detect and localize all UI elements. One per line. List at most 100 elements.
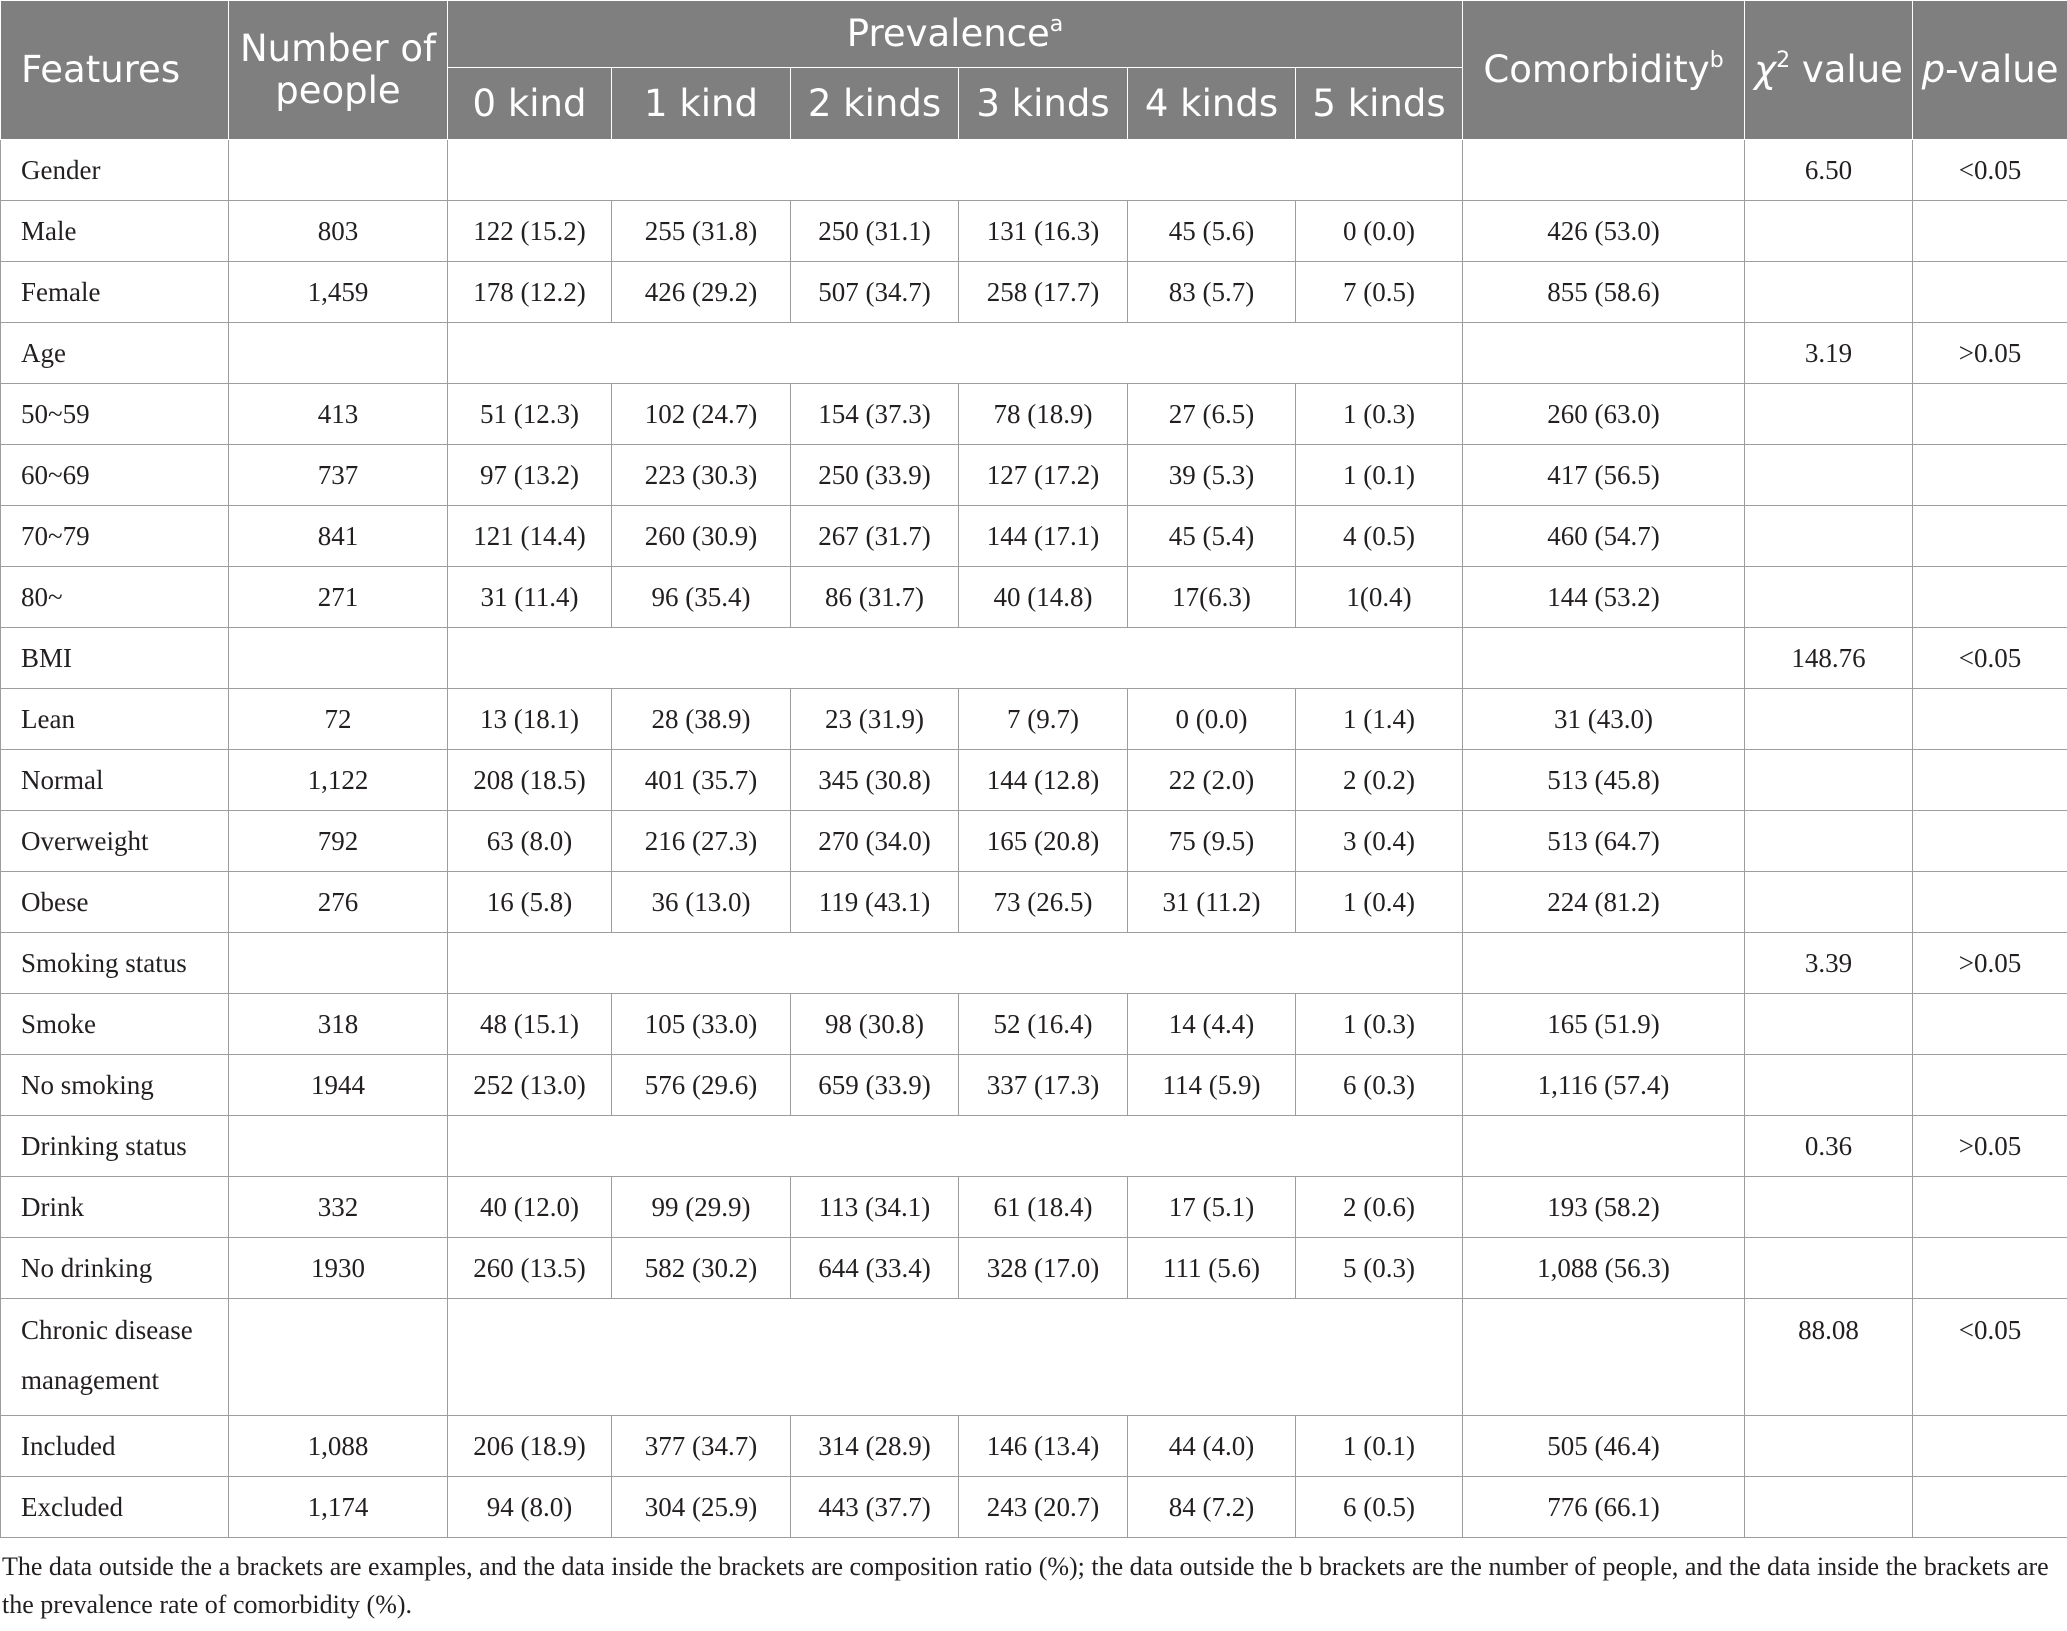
count-cell: 332 xyxy=(228,1176,448,1238)
count-cell: 1,459 xyxy=(228,261,448,323)
empty-cell xyxy=(228,627,448,689)
p-value-cell: <0.05 xyxy=(1912,627,2067,689)
p-value-cell: <0.05 xyxy=(1912,1298,2067,1416)
chi-square-cell xyxy=(1744,1476,1914,1538)
comorbidity-cell: 224 (81.2) xyxy=(1462,871,1746,933)
kind-1-cell: 28 (38.9) xyxy=(611,688,791,750)
feature-cell: Chronic disease management xyxy=(0,1298,229,1416)
kind-4-cell: 84 (7.2) xyxy=(1127,1476,1296,1538)
comorbidity-cell: 513 (64.7) xyxy=(1462,810,1746,872)
kind-0-cell: 48 (15.1) xyxy=(447,993,612,1055)
p-value-cell xyxy=(1912,993,2067,1055)
comorbidity-cell: 1,116 (57.4) xyxy=(1462,1054,1746,1116)
kind-3-cell: 40 (14.8) xyxy=(958,566,1128,628)
kind-3-cell: 127 (17.2) xyxy=(958,444,1128,506)
kind-2-cell: 659 (33.9) xyxy=(790,1054,959,1116)
kind-4-cell: 39 (5.3) xyxy=(1127,444,1296,506)
table-row: Drink 332 40 (12.0) 99 (29.9) 113 (34.1) 61 (… xyxy=(0,1176,2067,1238)
empty-cell xyxy=(1462,627,1746,689)
count-cell: 1,122 xyxy=(228,749,448,811)
kind-1-cell: 216 (27.3) xyxy=(611,810,791,872)
chi-square-cell: 6.50 xyxy=(1744,139,1914,201)
header-kind-3: 3 kinds xyxy=(958,67,1128,140)
kind-4-cell: 83 (5.7) xyxy=(1127,261,1296,323)
kind-2-cell: 507 (34.7) xyxy=(790,261,959,323)
p-value-cell xyxy=(1912,1415,2067,1477)
chi-square-cell xyxy=(1744,688,1914,750)
p-value-cell xyxy=(1912,749,2067,811)
kind-5-cell: 1 (0.3) xyxy=(1294,383,1464,445)
feature-cell: Obese xyxy=(0,871,229,933)
feature-cell: Gender xyxy=(0,139,229,201)
kind-3-cell: 328 (17.0) xyxy=(958,1237,1128,1299)
comorbidity-cell: 776 (66.1) xyxy=(1462,1476,1746,1538)
group-row: Age 3.19 >0.05 xyxy=(0,322,2067,384)
kind-2-cell: 86 (31.7) xyxy=(790,566,959,628)
kind-5-cell: 1 (0.4) xyxy=(1294,871,1464,933)
empty-cell xyxy=(228,1115,448,1177)
header-comorbidity: Comorbidityb xyxy=(1462,0,1746,140)
p-value-cell: >0.05 xyxy=(1912,1115,2067,1177)
table-row: Female 1,459 178 (12.2) 426 (29.2) 507 (34.7… xyxy=(0,261,2067,323)
p-value-cell xyxy=(1912,444,2067,506)
header-number-label: Number of people xyxy=(239,27,437,112)
p-value-label: -value xyxy=(1945,48,2059,91)
kind-0-cell: 121 (14.4) xyxy=(447,505,612,567)
kind-3-cell: 61 (18.4) xyxy=(958,1176,1128,1238)
p-value-cell xyxy=(1912,566,2067,628)
kind-0-cell: 94 (8.0) xyxy=(447,1476,612,1538)
p-value-cell xyxy=(1912,871,2067,933)
feature-cell: Male xyxy=(0,200,229,262)
header-comorbidity-label: Comorbidity xyxy=(1483,48,1710,91)
feature-cell: Smoke xyxy=(0,993,229,1055)
kind-5-cell: 4 (0.5) xyxy=(1294,505,1464,567)
chi-square-cell: 0.36 xyxy=(1744,1115,1914,1177)
p-value-cell xyxy=(1912,1237,2067,1299)
count-cell: 276 xyxy=(228,871,448,933)
chi-value-label: value xyxy=(1790,48,1903,91)
kind-0-cell: 97 (13.2) xyxy=(447,444,612,506)
kind-2-cell: 345 (30.8) xyxy=(790,749,959,811)
kind-5-cell: 1(0.4) xyxy=(1294,566,1464,628)
kind-2-cell: 443 (37.7) xyxy=(790,1476,959,1538)
kind-4-cell: 45 (5.6) xyxy=(1127,200,1296,262)
empty-span-cell xyxy=(446,1298,1464,1416)
comorbidity-cell: 460 (54.7) xyxy=(1462,505,1746,567)
kind-1-cell: 102 (24.7) xyxy=(611,383,791,445)
feature-cell: 70~79 xyxy=(0,505,229,567)
p-symbol: p xyxy=(1921,48,1946,91)
kind-1-cell: 99 (29.9) xyxy=(611,1176,791,1238)
header-kind-1: 1 kind xyxy=(611,67,791,140)
kind-2-cell: 98 (30.8) xyxy=(790,993,959,1055)
header-number-of-people: Number of people xyxy=(228,0,448,140)
comorbidity-cell: 1,088 (56.3) xyxy=(1462,1237,1746,1299)
count-cell: 413 xyxy=(228,383,448,445)
kind-0-cell: 208 (18.5) xyxy=(447,749,612,811)
header-kind-5: 5 kinds xyxy=(1294,67,1464,140)
kind-2-cell: 314 (28.9) xyxy=(790,1415,959,1477)
table-row: Excluded 1,174 94 (8.0) 304 (25.9) 443 (37.7… xyxy=(0,1476,2067,1538)
kind-1-cell: 96 (35.4) xyxy=(611,566,791,628)
kind-0-cell: 206 (18.9) xyxy=(447,1415,612,1477)
empty-cell xyxy=(228,322,448,384)
kind-3-cell: 78 (18.9) xyxy=(958,383,1128,445)
empty-cell xyxy=(1462,932,1746,994)
p-value-cell xyxy=(1912,810,2067,872)
kind-1-cell: 401 (35.7) xyxy=(611,749,791,811)
header-features-label: Features xyxy=(21,48,181,91)
count-cell: 792 xyxy=(228,810,448,872)
feature-cell: 50~59 xyxy=(0,383,229,445)
kind-2-cell: 267 (31.7) xyxy=(790,505,959,567)
kind-4-cell: 0 (0.0) xyxy=(1127,688,1296,750)
header-chi-square: χ2 value xyxy=(1744,0,1914,140)
comorbidity-cell: 260 (63.0) xyxy=(1462,383,1746,445)
feature-cell: Overweight xyxy=(0,810,229,872)
kind-5-cell: 3 (0.4) xyxy=(1294,810,1464,872)
feature-cell: Lean xyxy=(0,688,229,750)
empty-span-cell xyxy=(446,1115,1464,1177)
kind-1-cell: 255 (31.8) xyxy=(611,200,791,262)
kind-0-cell: 63 (8.0) xyxy=(447,810,612,872)
kind-5-cell: 7 (0.5) xyxy=(1294,261,1464,323)
count-cell: 72 xyxy=(228,688,448,750)
comorbidity-cell: 513 (45.8) xyxy=(1462,749,1746,811)
